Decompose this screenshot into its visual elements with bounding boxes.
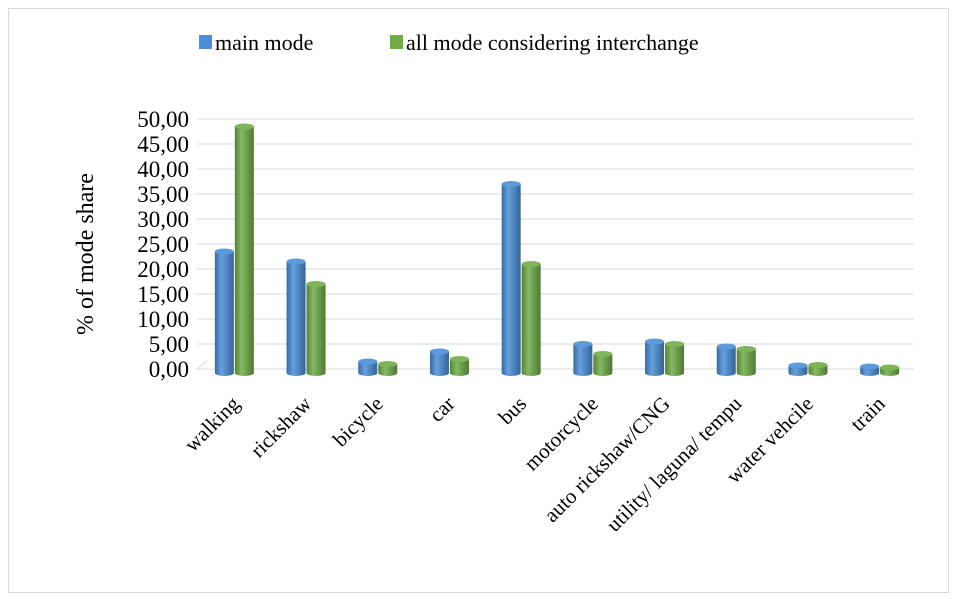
- x-category-label: bus: [494, 392, 532, 430]
- x-category-label: walking: [180, 391, 245, 456]
- bar-main-mode-car: [429, 348, 449, 376]
- bar-all-mode-walking: [234, 123, 254, 376]
- bar-all-mode-auto-rickshaw-cng: [665, 341, 685, 376]
- bar-main-mode-rickshaw: [286, 258, 306, 376]
- bars: [214, 123, 900, 376]
- bar-all-mode-rickshaw: [306, 281, 326, 376]
- y-tick-label: 25,00: [137, 232, 189, 257]
- y-tick-label: 15,00: [137, 282, 189, 307]
- floor-edge: [196, 360, 208, 370]
- y-tick-label: 45,00: [137, 132, 189, 157]
- legend: main mode all mode considering interchang…: [199, 30, 699, 55]
- bar-all-mode-car: [449, 356, 469, 376]
- y-tick-label: 50,00: [137, 107, 189, 132]
- y-tick-label: 40,00: [137, 157, 189, 182]
- bar-all-mode-bicycle: [378, 361, 398, 376]
- x-category-label: bicycle: [328, 392, 388, 452]
- x-category-label: auto rickshaw/CNG: [539, 392, 674, 527]
- y-axis-title: % of mode share: [73, 173, 99, 335]
- x-category-label: utility/ laguna/ tempu: [601, 391, 746, 536]
- bar-all-mode-bus: [521, 261, 541, 376]
- bar-all-mode-train: [880, 364, 900, 376]
- x-category-label: train: [846, 391, 891, 436]
- chart-frame: main mode all mode considering interchang…: [8, 8, 949, 593]
- y-axis-ticks: 0,005,0010,0015,0020,0025,0030,0035,0040…: [137, 107, 189, 382]
- legend-swatch: [390, 35, 403, 49]
- legend-item-all-mode: all mode considering interchange: [390, 30, 699, 55]
- x-category-label: rickshaw: [246, 391, 317, 462]
- y-tick-label: 20,00: [137, 257, 189, 282]
- y-tick-label: 5,00: [149, 332, 189, 357]
- legend-swatch: [199, 35, 212, 49]
- x-category-label: car: [424, 392, 459, 427]
- y-tick-label: 10,00: [137, 307, 189, 332]
- bar-all-mode-water-vehcile: [808, 362, 828, 376]
- bar-all-mode-motorcycle: [593, 351, 613, 376]
- legend-item-main-mode: main mode: [199, 30, 313, 55]
- bar-chart: main mode all mode considering interchang…: [73, 30, 914, 536]
- y-tick-label: 30,00: [137, 207, 189, 232]
- bar-main-mode-motorcycle: [573, 341, 593, 376]
- bar-main-mode-utility-laguna-tempu: [716, 343, 736, 376]
- legend-label: main mode: [215, 30, 313, 55]
- y-tick-label: 0,00: [149, 357, 189, 382]
- y-tick-label: 35,00: [137, 182, 189, 207]
- bar-main-mode-train: [860, 363, 880, 376]
- bar-main-mode-auto-rickshaw-cng: [645, 338, 665, 376]
- bar-main-mode-bicycle: [358, 358, 378, 376]
- bar-all-mode-utility-laguna-tempu: [736, 346, 756, 376]
- legend-label: all mode considering interchange: [406, 30, 699, 55]
- bar-main-mode-water-vehcile: [788, 362, 808, 376]
- x-axis-labels: walking rickshaw bicycle car busmotorcycleau…: [180, 391, 890, 536]
- bar-main-mode-walking: [214, 248, 234, 376]
- bar-main-mode-bus: [501, 181, 521, 376]
